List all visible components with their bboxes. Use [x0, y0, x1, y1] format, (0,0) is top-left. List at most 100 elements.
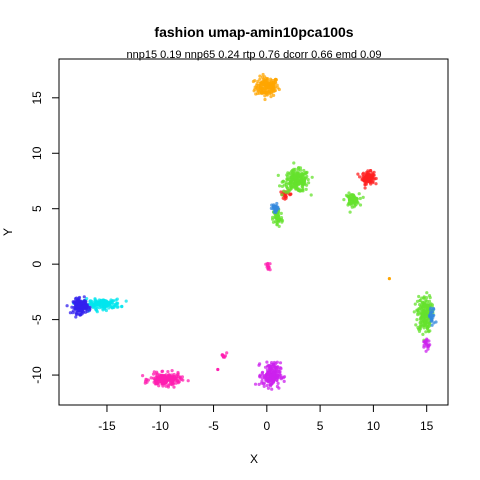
data-point — [260, 376, 264, 380]
data-point — [367, 177, 371, 181]
data-point — [269, 365, 273, 369]
data-point — [282, 379, 286, 383]
data-point — [154, 375, 158, 379]
data-point — [82, 304, 86, 308]
data-point — [251, 79, 255, 84]
data-point — [271, 371, 276, 375]
data-point — [427, 322, 431, 326]
data-point — [428, 308, 433, 312]
data-point — [422, 326, 426, 330]
data-point — [425, 299, 429, 303]
data-point — [259, 83, 264, 87]
data-point — [285, 173, 289, 177]
data-point — [266, 372, 270, 376]
data-point — [265, 360, 269, 364]
data-point — [290, 185, 294, 189]
data-point — [82, 295, 86, 299]
data-point — [289, 192, 293, 196]
data-point — [65, 304, 69, 308]
data-point — [413, 302, 417, 306]
data-point — [256, 91, 260, 96]
data-point — [416, 313, 420, 317]
data-point — [427, 299, 432, 303]
data-point — [428, 329, 432, 333]
data-point — [284, 194, 288, 198]
data-point — [420, 301, 424, 305]
data-point — [78, 299, 82, 303]
data-point — [352, 205, 356, 209]
data-point — [424, 330, 428, 334]
data-point — [166, 373, 171, 377]
data-point — [266, 364, 270, 368]
data-point — [270, 368, 274, 372]
data-point — [257, 83, 261, 88]
data-point — [306, 178, 310, 182]
data-point — [271, 88, 275, 92]
data-point — [74, 296, 79, 300]
data-point — [261, 72, 265, 77]
data-point — [102, 298, 106, 302]
data-point — [423, 321, 427, 325]
data-point — [371, 173, 375, 177]
data-point — [292, 175, 296, 179]
data-point — [268, 373, 272, 378]
data-point — [77, 304, 81, 308]
data-point — [276, 86, 280, 90]
data-point — [357, 192, 361, 196]
y-tick-label: 0 — [30, 261, 44, 268]
data-point — [175, 378, 179, 383]
x-axis-label: X — [250, 452, 258, 466]
data-point — [304, 176, 308, 180]
data-point — [175, 373, 180, 377]
data-point — [358, 196, 362, 201]
data-point — [260, 80, 264, 84]
data-point — [263, 97, 267, 102]
data-point — [284, 190, 288, 194]
data-point — [414, 323, 418, 327]
outlier-point — [387, 277, 391, 281]
data-point — [124, 299, 128, 303]
data-point — [91, 305, 95, 310]
x-tick-label: 10 — [367, 419, 381, 433]
data-point — [166, 370, 170, 374]
data-point — [99, 299, 103, 303]
data-point — [363, 176, 367, 180]
data-point — [120, 305, 124, 309]
data-point — [172, 385, 176, 389]
data-point — [290, 175, 294, 179]
data-point — [272, 84, 276, 88]
data-point — [358, 175, 362, 179]
data-point — [279, 211, 283, 215]
x-tick-label: 0 — [263, 419, 270, 433]
data-point — [290, 178, 294, 182]
data-point — [263, 375, 267, 379]
data-point — [274, 362, 278, 366]
data-point — [280, 180, 284, 184]
data-point — [292, 167, 296, 171]
data-point — [349, 201, 353, 205]
data-point — [351, 193, 355, 197]
data-point — [262, 384, 266, 388]
data-point — [78, 313, 82, 317]
data-point — [174, 376, 178, 380]
y-tick-label: 15 — [30, 91, 44, 105]
data-point — [430, 318, 434, 322]
data-point — [282, 183, 287, 187]
chart-title: fashion umap-amin10pca100s — [154, 24, 353, 40]
data-point — [260, 371, 264, 375]
data-point — [352, 201, 356, 205]
data-point — [93, 302, 97, 306]
data-point — [264, 378, 268, 383]
data-point — [301, 185, 305, 189]
data-point — [415, 318, 419, 322]
data-point — [347, 195, 351, 199]
data-point — [264, 85, 268, 89]
data-point — [95, 306, 99, 310]
data-point — [156, 377, 160, 381]
data-point — [277, 224, 281, 228]
y-tick-label: -5 — [30, 314, 44, 325]
data-point — [274, 77, 278, 82]
data-point — [225, 351, 229, 355]
data-point — [266, 386, 270, 390]
